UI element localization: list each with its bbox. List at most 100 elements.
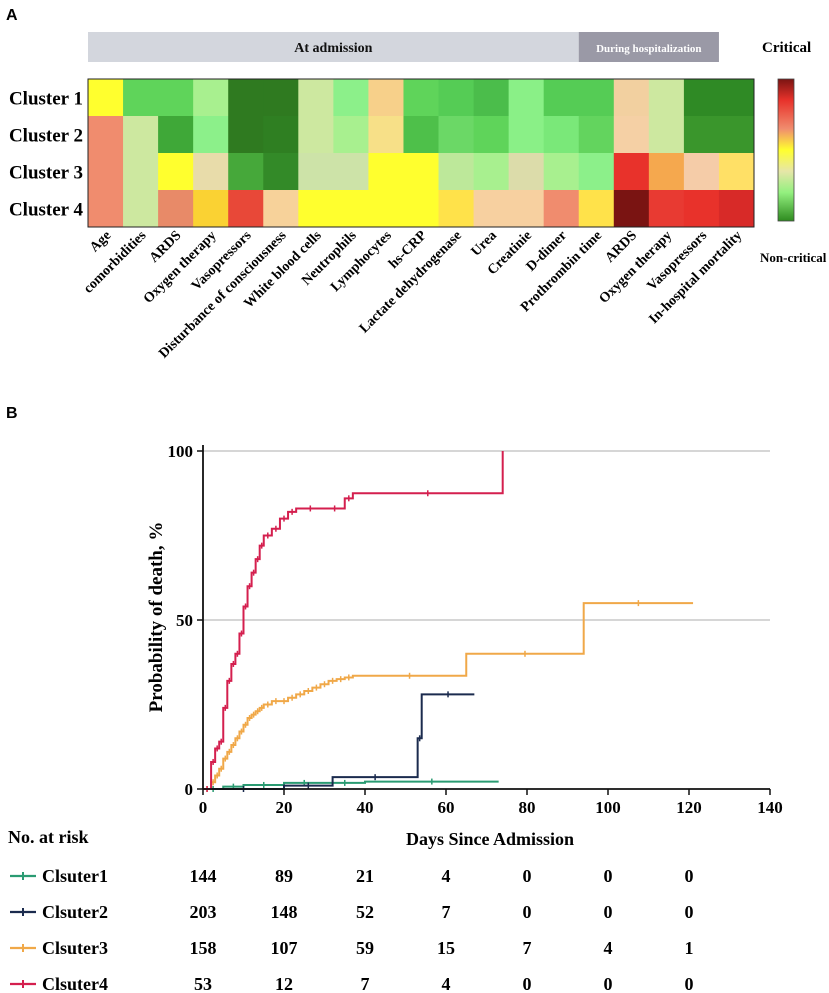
heatmap-cell: [88, 116, 124, 154]
heatmap-cells: [88, 79, 755, 228]
risk-value: 0: [685, 974, 694, 993]
heatmap-cell: [508, 79, 545, 117]
heatmap-cell: [263, 190, 299, 228]
column-label: Age: [87, 228, 114, 255]
risk-value: 158: [190, 938, 217, 958]
x-tick-label: 60: [438, 798, 455, 817]
x-tick-label: 0: [199, 798, 208, 817]
row-label: Cluster 3: [9, 163, 83, 184]
heatmap-cell: [648, 190, 685, 228]
x-tick-label: 40: [357, 798, 374, 817]
column-label: Urea: [469, 228, 500, 259]
risk-value: 144: [190, 866, 217, 886]
risk-value: 89: [275, 866, 293, 886]
heatmap-cell: [473, 153, 510, 191]
x-tick-label: 120: [676, 798, 702, 817]
heatmap-cell: [298, 79, 334, 117]
risk-value: 0: [685, 866, 694, 886]
risk-value: 203: [190, 902, 217, 922]
heatmap-cell: [683, 116, 720, 154]
heatmap-cell: [193, 79, 229, 117]
header-label-0: At admission: [294, 41, 372, 56]
x-tick-label: 80: [519, 798, 536, 817]
row-label: Cluster 2: [9, 126, 83, 147]
heatmap-cell: [158, 153, 194, 191]
heatmap-cell: [438, 79, 474, 117]
heatmap-cell: [298, 153, 334, 191]
heatmap-cell: [578, 190, 615, 228]
heatmap-cell: [543, 79, 580, 117]
heatmap-cell: [613, 190, 650, 228]
risk-value: 0: [604, 902, 613, 922]
y-tick-label: 0: [185, 780, 194, 799]
risk-value: 21: [356, 866, 374, 886]
risk-value: 0: [604, 974, 613, 993]
km-curve-clsuter2: [203, 693, 475, 790]
panel-label-b: B: [6, 405, 18, 422]
risk-value: 4: [442, 866, 451, 886]
noncritical-label: Non-critical: [760, 250, 827, 265]
km-curve-clsuter4: [203, 451, 504, 790]
heatmap-cell: [158, 190, 194, 228]
heatmap-cell: [438, 116, 474, 154]
y-tick-label: 50: [176, 611, 193, 630]
heatmap-cell: [578, 116, 615, 154]
row-label: Cluster 4: [9, 200, 84, 221]
heatmap-cell: [333, 116, 369, 154]
heatmap-cell: [683, 153, 720, 191]
heatmap-cell: [368, 190, 404, 228]
risk-value: 0: [523, 866, 532, 886]
heatmap-cell: [298, 190, 334, 228]
risk-value: 53: [194, 974, 212, 993]
heatmap-cell: [683, 79, 720, 117]
heatmap-cell: [613, 79, 650, 117]
heatmap-cell: [508, 190, 545, 228]
heatmap-cell: [543, 190, 580, 228]
x-axis-title: Days Since Admission: [406, 829, 574, 849]
heatmap-cell: [333, 79, 369, 117]
risk-value: 0: [523, 974, 532, 993]
risk-row-label: Clsuter1: [42, 866, 108, 886]
heatmap-cell: [298, 116, 334, 154]
heatmap-cell: [648, 79, 685, 117]
x-tick-label: 100: [595, 798, 621, 817]
header-bar-0: [88, 32, 579, 62]
heatmap-row-labels: Cluster 1 Cluster 2 Cluster 3 Cluster 4: [9, 89, 84, 221]
heatmap-cell: [613, 116, 650, 154]
heatmap-cell: [543, 116, 580, 154]
heatmap-cell: [578, 153, 615, 191]
risk-row-label: Clsuter3: [42, 938, 108, 958]
heatmap-border: [87, 78, 755, 228]
heatmap-cell: [228, 79, 264, 117]
heatmap-cell: [263, 116, 299, 154]
heatmap-cell: [333, 190, 369, 228]
heatmap-cell: [683, 190, 720, 228]
panel-label-a: A: [6, 7, 18, 24]
heatmap-cell: [613, 153, 650, 191]
row-label: Cluster 1: [9, 89, 83, 110]
heatmap-cell: [333, 153, 369, 191]
heatmap-cell: [193, 153, 229, 191]
risk-value: 59: [356, 938, 374, 958]
heatmap-cell: [123, 79, 159, 117]
heatmap-cell: [578, 79, 615, 117]
heatmap-cell: [123, 190, 159, 228]
heatmap-cell: [403, 116, 439, 154]
heatmap-cell: [648, 116, 685, 154]
risk-value: 7: [523, 938, 532, 958]
critical-label: Critical: [762, 40, 811, 56]
risk-value: 0: [604, 866, 613, 886]
risk-row-label: Clsuter2: [42, 902, 108, 922]
heatmap-cell: [158, 79, 194, 117]
heatmap-cell: [473, 79, 510, 117]
heatmap-cell: [403, 79, 439, 117]
x-tick-label: 140: [757, 798, 783, 817]
heatmap-cell: [193, 116, 229, 154]
risk-value: 4: [604, 938, 613, 958]
risk-value: 4: [442, 974, 451, 993]
heatmap-cell: [403, 190, 439, 228]
heatmap-cell: [718, 153, 755, 191]
heatmap-cell: [718, 79, 755, 117]
